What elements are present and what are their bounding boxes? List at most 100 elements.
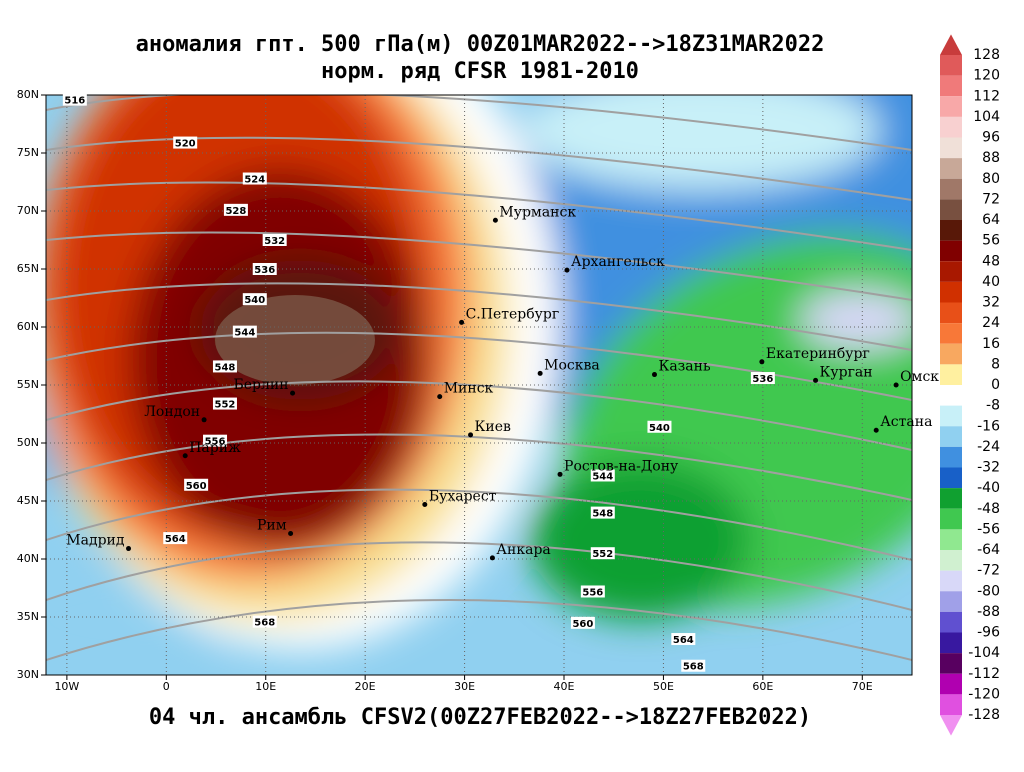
colorbar-label: -8 [986, 398, 1000, 414]
colorbar-label: 0 [991, 377, 1000, 393]
colorbar-box [940, 611, 962, 633]
colorbar-box [940, 75, 962, 97]
colorbar-box [940, 343, 962, 365]
contour-label-box [252, 263, 277, 275]
lon-label: 60E [752, 680, 773, 693]
city-dot [422, 501, 428, 507]
city-label: Мадрид [66, 533, 125, 549]
contour-label-box [671, 633, 696, 646]
colorbar-label: 56 [982, 233, 1000, 249]
city-label: Париж [189, 440, 241, 456]
colorbar-label: 72 [982, 191, 1000, 207]
colorbar-box [940, 281, 962, 303]
colorbar-label: -80 [977, 583, 1000, 599]
colorbar-label: -120 [968, 686, 1000, 702]
colorbar-label: 104 [973, 109, 1000, 125]
anomaly-field [46, 95, 912, 675]
lon-label: 50E [653, 680, 674, 693]
lat-label: 30N [17, 668, 39, 681]
colorbar-label: -48 [977, 501, 1000, 517]
colorbar-label: -56 [977, 521, 1000, 537]
contour-label-box [647, 420, 672, 433]
colorbar-label: -40 [977, 480, 1000, 496]
contour-label: 568 [683, 662, 704, 673]
city-label: Берлин [233, 377, 288, 393]
contour-label: 552 [215, 400, 236, 411]
city-label: Екатеринбург [766, 346, 870, 362]
colorbar-label: -112 [968, 666, 1000, 682]
contour-label: 516 [64, 96, 85, 107]
contour-label: 536 [254, 265, 275, 276]
city-dot [468, 432, 474, 438]
contour-label-box [62, 93, 87, 106]
contour-label: 564 [673, 635, 694, 646]
city-dot [182, 453, 188, 459]
lat-label: 55N [17, 378, 39, 391]
contour-label-box [750, 372, 775, 385]
lat-label: 35N [17, 610, 39, 623]
colorbar-box [940, 178, 962, 200]
colorbar-label: 40 [982, 274, 1000, 290]
colorbar-label: -24 [977, 439, 1000, 455]
city-dot [201, 417, 207, 423]
colorbar-box [940, 488, 962, 509]
colorbar-box [940, 508, 962, 530]
colorbar-box [940, 426, 962, 447]
colorbar-box [940, 137, 962, 159]
colorbar-box [940, 364, 962, 385]
city-label: Лондон [144, 404, 200, 420]
city-dot [489, 555, 495, 561]
contour-label: 556 [582, 587, 603, 598]
contour-label: 524 [244, 175, 265, 186]
colorbar-label: 24 [982, 315, 1000, 331]
contour-label: 532 [264, 236, 285, 247]
contour-label: 568 [254, 618, 275, 629]
lon-label: 40E [554, 680, 575, 693]
colorbar-box [940, 467, 962, 489]
colorbar-label: 96 [982, 130, 1000, 146]
colorbar-box [940, 116, 962, 138]
contour-label-box [232, 325, 257, 338]
city-dot [126, 546, 132, 552]
colorbar-box [940, 385, 962, 406]
lat-label: 70N [17, 204, 39, 217]
contour-label-box [580, 585, 605, 598]
colorbar-triangle [940, 715, 962, 736]
contour-label-box [242, 172, 267, 185]
colorbar-label: 128 [973, 47, 1000, 63]
city-dot [288, 530, 294, 536]
city-label: Астана [880, 414, 932, 430]
lon-label: 0 [163, 680, 170, 693]
lon-label: 70E [852, 680, 873, 693]
contour-label-box [163, 532, 188, 545]
colorbar-label: 80 [982, 171, 1000, 187]
colorbar-box [940, 323, 962, 344]
contour-label: 552 [592, 549, 613, 560]
contour-label: 556 [205, 437, 226, 448]
city-dot [492, 217, 498, 223]
city-label: Киев [475, 419, 511, 435]
city-dot [537, 370, 543, 376]
colorbar-box [940, 591, 962, 612]
city-label: Омск [900, 369, 939, 385]
lon-label: 10E [255, 680, 276, 693]
colorbar-box [940, 199, 962, 220]
city-dot [459, 319, 465, 325]
contour-label: 544 [234, 328, 255, 339]
colorbar-label: 48 [982, 253, 1000, 269]
lon-label: 20E [355, 680, 376, 693]
lat-label: 80N [17, 88, 39, 101]
lat-label: 65N [17, 262, 39, 275]
city-dot [759, 359, 765, 365]
colorbar-box [940, 570, 962, 592]
city-dot [564, 267, 570, 273]
contour-label-box [262, 234, 287, 246]
lon-label: 30E [454, 680, 475, 693]
city-dot [893, 382, 899, 388]
contour-label: 560 [186, 481, 207, 492]
contour-label-box [212, 397, 237, 410]
colorbar-box [940, 220, 962, 241]
contour-label: 536 [752, 374, 773, 385]
contour-label-box [223, 203, 248, 216]
